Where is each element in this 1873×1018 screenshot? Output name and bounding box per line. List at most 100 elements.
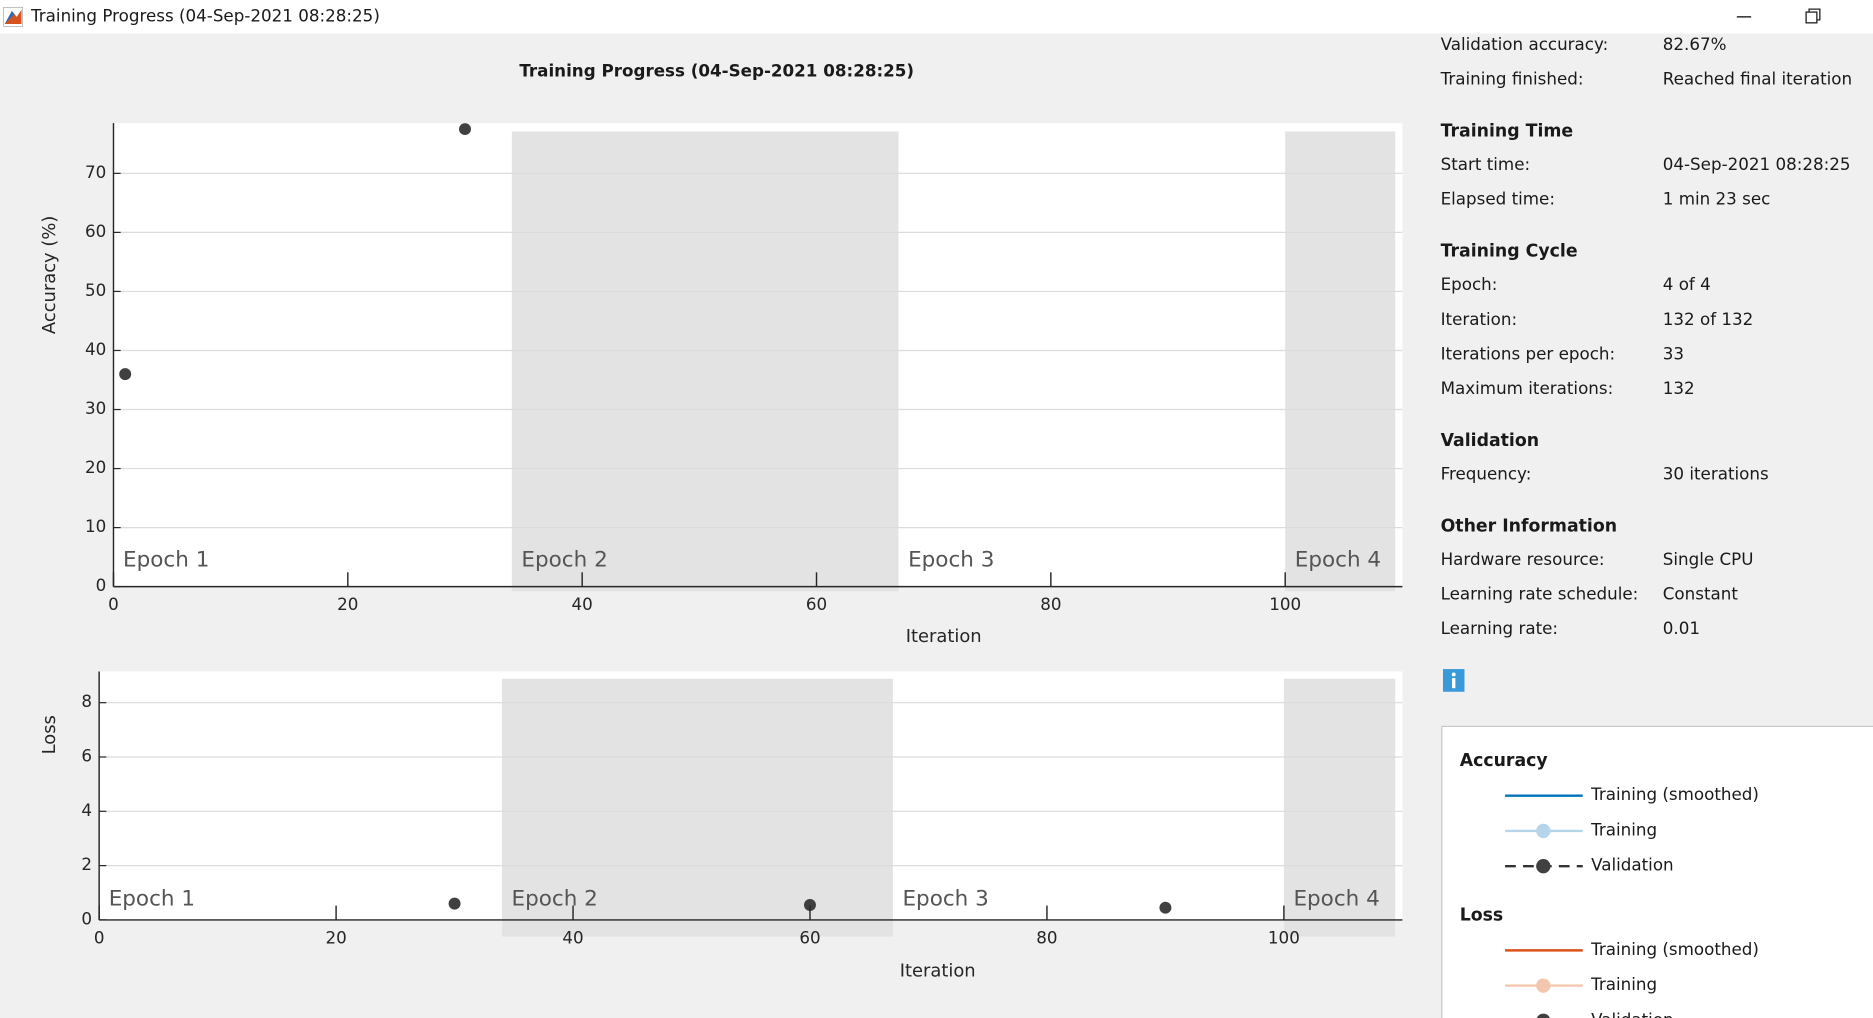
x-tick-label: 80 [1036, 928, 1057, 948]
info-label: Maximum iterations: [1441, 378, 1614, 398]
legend-marker [1536, 823, 1551, 839]
epoch-label: Epoch 1 [109, 887, 195, 912]
epoch-shading [501, 678, 1396, 937]
x-tick-label: 100 [1269, 594, 1301, 614]
epoch-label: Epoch 2 [512, 887, 598, 912]
legend-title: Loss [1460, 906, 1504, 926]
info-value: Single CPU [1663, 549, 1754, 569]
legend-marker [1536, 858, 1551, 874]
legend-label: Validation [1591, 855, 1674, 875]
info-value: 0.01 [1663, 618, 1700, 638]
info-label: Iteration: [1441, 309, 1518, 329]
minimize-button[interactable] [1720, 3, 1768, 32]
info-value: 1 min 23 sec [1663, 189, 1771, 209]
info-label: Learning rate schedule: [1441, 584, 1639, 604]
x-tick-label: 0 [108, 594, 119, 614]
validation-point [459, 123, 471, 136]
y-tick-label: 8 [81, 691, 92, 711]
legend-label: Validation [1591, 1009, 1674, 1018]
validation-point [448, 897, 461, 910]
info-label: Frequency: [1441, 463, 1532, 483]
y-tick-label: 60 [85, 221, 106, 241]
title-bar [0, 0, 1873, 34]
epoch-band [511, 131, 899, 592]
y-tick-label: 50 [85, 280, 106, 300]
validation-point [1159, 901, 1172, 914]
chart-title: Training Progress (04-Sep-2021 08:28:25) [519, 60, 914, 80]
legend-label: Training (smoothed) [1590, 939, 1759, 959]
y-tick-label: 30 [85, 398, 106, 418]
info-label: Validation accuracy: [1441, 34, 1609, 54]
window-title: Training Progress (04-Sep-2021 08:28:25) [30, 5, 380, 25]
info-value: 30 iterations [1663, 463, 1769, 483]
validation-point [804, 899, 816, 911]
y-tick-label: 0 [96, 575, 107, 595]
info-value: 82.67% [1663, 34, 1727, 54]
y-tick-label: 6 [81, 745, 92, 765]
info-label: Start time: [1441, 154, 1531, 174]
info-value: Reached final iteration [1663, 69, 1852, 89]
x-tick-label: 40 [562, 928, 583, 948]
x-axis-label: Iteration [900, 960, 976, 981]
epoch-label: Epoch 4 [1295, 547, 1381, 572]
info-label: Hardware resource: [1441, 549, 1605, 569]
info-value: 132 [1663, 378, 1695, 398]
epoch-label: Epoch 1 [123, 547, 209, 572]
epoch-shading [511, 131, 1396, 592]
x-tick-label: 60 [806, 594, 827, 614]
x-axis-label: Iteration [906, 626, 982, 647]
x-tick-label: 40 [572, 594, 593, 614]
x-tick-label: 20 [337, 594, 358, 614]
epoch-band [501, 678, 893, 937]
series-layer [119, 123, 471, 381]
y-tick-label: 20 [85, 457, 106, 477]
info-label: Learning rate: [1441, 618, 1559, 638]
section-heading: Training Time [1441, 122, 1574, 142]
info-label: Training finished: [1440, 69, 1584, 89]
learn-more-icon[interactable] [1442, 669, 1465, 692]
restore-button[interactable] [1788, 3, 1836, 32]
x-tick-label: 80 [1040, 594, 1061, 614]
legend: Accuracy Training (smoothed) Training Valid… [1460, 751, 1759, 1018]
section-heading: Training Cycle [1441, 242, 1578, 262]
y-axis-label: Accuracy (%) [39, 216, 60, 334]
section-heading: Other Information [1441, 516, 1618, 536]
legend-marker [1536, 978, 1551, 993]
info-panel: Validation accuracy: 82.67% Training finis… [1440, 34, 1853, 638]
x-tick-label: 100 [1268, 928, 1300, 948]
y-axis-label: Loss [39, 715, 60, 754]
legend-title: Accuracy [1460, 751, 1548, 771]
epoch-label: Epoch 4 [1293, 887, 1379, 912]
legend-marker [1536, 1013, 1550, 1018]
info-value: Constant [1663, 584, 1739, 604]
epoch-label: Epoch 3 [908, 547, 994, 572]
info-label: Epoch: [1441, 274, 1498, 294]
y-tick-label: 70 [85, 162, 106, 182]
info-label: Iterations per epoch: [1441, 343, 1616, 363]
x-tick-label: 60 [799, 928, 820, 948]
y-tick-label: 4 [81, 800, 92, 820]
section-heading: Validation [1441, 431, 1540, 451]
series-layer [448, 897, 1172, 914]
info-value: 4 of 4 [1663, 274, 1711, 294]
chart: 0 2 4 6 8 Epoch 1 Epoch 2 Epoch 3 Epoch 4 0 20 40 60… [39, 671, 1403, 981]
info-value: 04-Sep-2021 08:28:25 [1663, 154, 1851, 174]
validation-point [119, 368, 132, 381]
epoch-band [1283, 678, 1396, 937]
x-tick-label: 0 [94, 928, 105, 948]
legend-label: Training [1590, 819, 1657, 839]
epoch-label: Epoch 3 [902, 887, 988, 912]
y-tick-label: 2 [81, 854, 92, 874]
info-label: Elapsed time: [1441, 189, 1555, 209]
epoch-label: Epoch 2 [521, 547, 607, 572]
x-tick-label: 20 [325, 928, 346, 948]
epoch-band [1285, 131, 1396, 592]
y-tick-label: 40 [85, 339, 106, 359]
app-icon [3, 7, 23, 27]
chart: Training Progress (04-Sep-2021 08:28:25)… [39, 60, 1403, 647]
y-tick-label: 0 [81, 908, 92, 928]
info-value: 33 [1663, 343, 1684, 363]
legend-label: Training [1590, 974, 1657, 994]
